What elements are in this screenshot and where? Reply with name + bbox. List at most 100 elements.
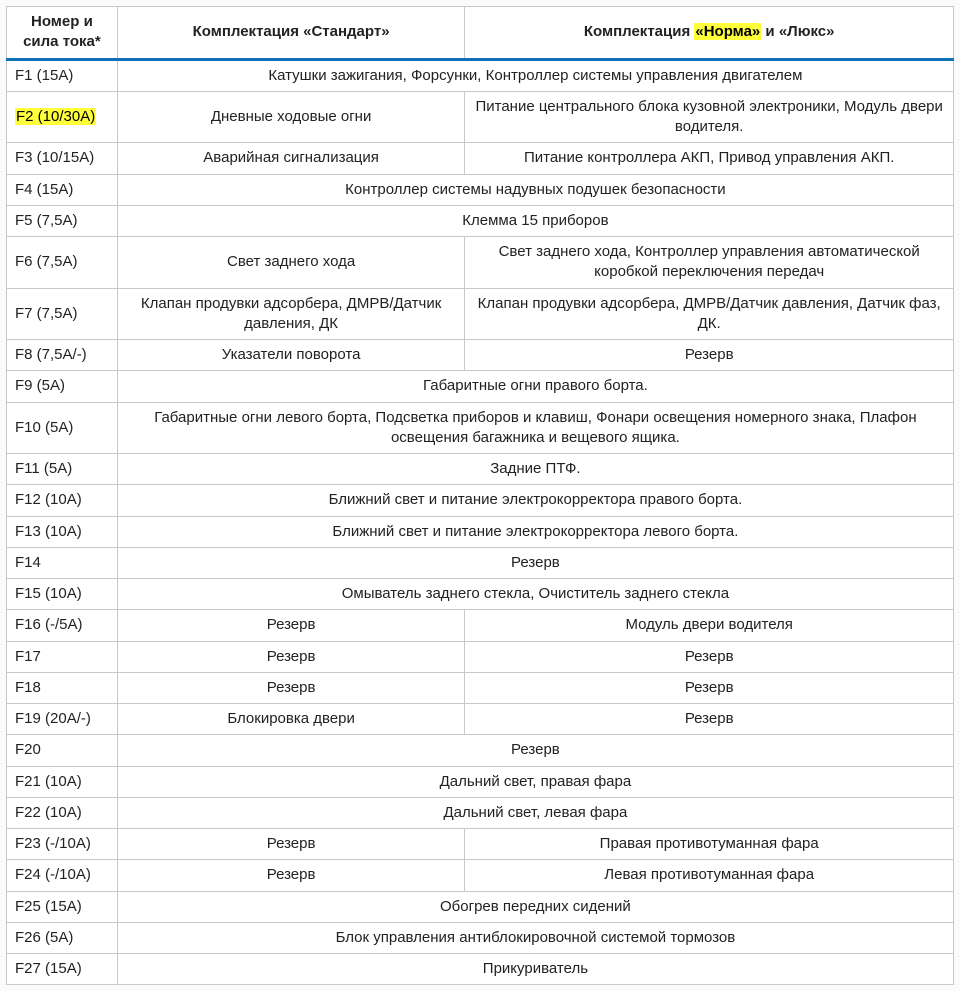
fuse-description-merged: Клемма 15 приборов — [117, 205, 953, 236]
table-row: F16 (-/5A)РезервМодуль двери водителя — [7, 610, 954, 641]
fuse-id-cell: F2 (10/30A) — [7, 91, 118, 143]
fuse-id-cell: F4 (15A) — [7, 174, 118, 205]
table-row: F7 (7,5A)Клапан продувки адсорбера, ДМРВ… — [7, 288, 954, 340]
fuse-standard-cell: Резерв — [117, 829, 465, 860]
fuse-id-cell: F8 (7,5A/-) — [7, 340, 118, 371]
fuse-id-cell: F13 (10A) — [7, 516, 118, 547]
fuse-id-cell: F14 — [7, 547, 118, 578]
fuse-standard-cell: Дневные ходовые огни — [117, 91, 465, 143]
table-row: F19 (20A/-)Блокировка двериРезерв — [7, 704, 954, 735]
fuse-description-merged: Ближний свет и питание электрокорректора… — [117, 516, 953, 547]
table-row: F11 (5A)Задние ПТФ. — [7, 454, 954, 485]
fuse-norm-cell: Питание контроллера АКП, Привод управлен… — [465, 143, 954, 174]
fuse-description-merged: Контроллер системы надувных подушек безо… — [117, 174, 953, 205]
col-header-standard: Комплектация «Стандарт» — [117, 7, 465, 60]
table-row: F14Резерв — [7, 547, 954, 578]
fuse-id-cell: F3 (10/15A) — [7, 143, 118, 174]
table-row: F10 (5A)Габаритные огни левого борта, По… — [7, 402, 954, 454]
fuse-norm-cell: Резерв — [465, 672, 954, 703]
table-row: F8 (7,5A/-)Указатели поворотаРезерв — [7, 340, 954, 371]
fuse-description-merged: Резерв — [117, 547, 953, 578]
table-row: F2 (10/30A) Дневные ходовые огниПитание ц… — [7, 91, 954, 143]
fuse-description-merged: Ближний свет и питание электрокорректора… — [117, 485, 953, 516]
fuse-norm-cell: Резерв — [465, 641, 954, 672]
fuse-description-merged: Дальний свет, правая фара — [117, 766, 953, 797]
fuse-description-merged: Задние ПТФ. — [117, 454, 953, 485]
table-row: F27 (15A)Прикуриватель — [7, 954, 954, 985]
fuse-id-cell: F19 (20A/-) — [7, 704, 118, 735]
table-row: F9 (5A)Габаритные огни правого борта. — [7, 371, 954, 402]
table-row: F5 (7,5A)Клемма 15 приборов — [7, 205, 954, 236]
table-row: F15 (10A)Омыватель заднего стекла, Очист… — [7, 579, 954, 610]
table-row: F12 (10A)Ближний свет и питание электрок… — [7, 485, 954, 516]
fuse-description-merged: Омыватель заднего стекла, Очиститель зад… — [117, 579, 953, 610]
col-header-index: Номер и сила тока* — [7, 7, 118, 60]
fuse-id-cell: F18 — [7, 672, 118, 703]
fuse-id-cell: F17 — [7, 641, 118, 672]
fuse-id-cell: F16 (-/5A) — [7, 610, 118, 641]
fuse-description-merged: Катушки зажигания, Форсунки, Контроллер … — [117, 59, 953, 91]
fuse-norm-cell: Резерв — [465, 340, 954, 371]
fuse-id-cell: F20 — [7, 735, 118, 766]
fuse-standard-cell: Свет заднего хода — [117, 237, 465, 289]
fuse-norm-cell: Свет заднего хода, Контроллер управления… — [465, 237, 954, 289]
table-row: F3 (10/15A)Аварийная сигнализацияПитание… — [7, 143, 954, 174]
fuse-norm-cell: Питание центрального блока кузовной элек… — [465, 91, 954, 143]
table-row: F21 (10A)Дальний свет, правая фара — [7, 766, 954, 797]
table-row: F18РезервРезерв — [7, 672, 954, 703]
fuse-description-merged: Дальний свет, левая фара — [117, 797, 953, 828]
fuse-id-cell: F15 (10A) — [7, 579, 118, 610]
fuse-id-cell: F12 (10A) — [7, 485, 118, 516]
fuse-id-cell: F22 (10A) — [7, 797, 118, 828]
table-body: F1 (15A)Катушки зажигания, Форсунки, Кон… — [7, 59, 954, 985]
fuse-standard-cell: Аварийная сигнализация — [117, 143, 465, 174]
header-row: Номер и сила тока* Комплектация «Стандар… — [7, 7, 954, 60]
fuse-id-cell: F7 (7,5A) — [7, 288, 118, 340]
fuse-standard-cell: Резерв — [117, 860, 465, 891]
fuse-id-cell: F24 (-/10A) — [7, 860, 118, 891]
table-row: F24 (-/10A)РезервЛевая противотуманная ф… — [7, 860, 954, 891]
fuse-description-merged: Обогрев передних сидений — [117, 891, 953, 922]
fuse-description-merged: Блок управления антиблокировочной систем… — [117, 922, 953, 953]
fuse-id-cell: F23 (-/10A) — [7, 829, 118, 860]
table-row: F20Резерв — [7, 735, 954, 766]
table-row: F4 (15A)Контроллер системы надувных поду… — [7, 174, 954, 205]
table-row: F22 (10A)Дальний свет, левая фара — [7, 797, 954, 828]
table-row: F13 (10A)Ближний свет и питание электрок… — [7, 516, 954, 547]
fuse-id-cell: F11 (5A) — [7, 454, 118, 485]
fuse-norm-cell: Правая противотуманная фара — [465, 829, 954, 860]
fuse-standard-cell: Резерв — [117, 610, 465, 641]
table-row: F6 (7,5A)Свет заднего ходаСвет заднего х… — [7, 237, 954, 289]
table-row: F17РезервРезерв — [7, 641, 954, 672]
header-norm-suffix: и «Люкс» — [761, 23, 834, 40]
fuse-id-highlight: F2 (10/30A) — [15, 108, 96, 125]
fuse-description-merged: Габаритные огни правого борта. — [117, 371, 953, 402]
fuse-id-cell: F26 (5A) — [7, 922, 118, 953]
fuse-description-merged: Габаритные огни левого борта, Подсветка … — [117, 402, 953, 454]
fuse-standard-cell: Резерв — [117, 672, 465, 703]
table-row: F25 (15A)Обогрев передних сидений — [7, 891, 954, 922]
header-norm-prefix: Комплектация — [584, 23, 695, 40]
fuse-description-merged: Прикуриватель — [117, 954, 953, 985]
fuse-standard-cell: Резерв — [117, 641, 465, 672]
table-row: F26 (5A)Блок управления антиблокировочно… — [7, 922, 954, 953]
fuse-norm-cell: Резерв — [465, 704, 954, 735]
col-header-norm-luxe: Комплектация «Норма» и «Люкс» — [465, 7, 954, 60]
fuse-id-cell: F10 (5A) — [7, 402, 118, 454]
fuse-id-cell: F1 (15A) — [7, 59, 118, 91]
table-row: F1 (15A)Катушки зажигания, Форсунки, Кон… — [7, 59, 954, 91]
fuse-id-cell: F6 (7,5A) — [7, 237, 118, 289]
fuse-standard-cell: Блокировка двери — [117, 704, 465, 735]
fuse-id-cell: F5 (7,5A) — [7, 205, 118, 236]
header-norm-highlight: «Норма» — [694, 23, 761, 40]
fuse-standard-cell: Указатели поворота — [117, 340, 465, 371]
fuse-id-cell: F25 (15A) — [7, 891, 118, 922]
fuse-description-merged: Резерв — [117, 735, 953, 766]
fuse-norm-cell: Клапан продувки адсорбера, ДМРВ/Датчик д… — [465, 288, 954, 340]
fuse-id-cell: F9 (5A) — [7, 371, 118, 402]
fuse-norm-cell: Модуль двери водителя — [465, 610, 954, 641]
fuse-standard-cell: Клапан продувки адсорбера, ДМРВ/Датчик д… — [117, 288, 465, 340]
table-row: F23 (-/10A)РезервПравая противотуманная … — [7, 829, 954, 860]
fuse-norm-cell: Левая противотуманная фара — [465, 860, 954, 891]
fuse-table: Номер и сила тока* Комплектация «Стандар… — [6, 6, 954, 985]
